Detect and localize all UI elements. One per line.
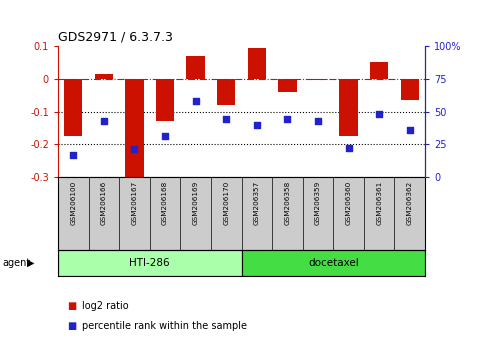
Text: GSM206168: GSM206168 [162,181,168,225]
Point [130,147,138,152]
Bar [58,250,242,276]
Text: GSM206166: GSM206166 [101,181,107,225]
Text: GSM206357: GSM206357 [254,181,260,225]
Text: GSM206167: GSM206167 [131,181,138,225]
Text: ■: ■ [68,321,77,331]
Bar [156,79,174,121]
Text: GSM206170: GSM206170 [223,181,229,225]
Text: ■: ■ [68,301,77,311]
Text: percentile rank within the sample: percentile rank within the sample [82,321,247,331]
Bar [242,250,425,276]
Text: log2 ratio: log2 ratio [82,301,129,311]
Bar [125,79,143,179]
Text: ▶: ▶ [27,258,34,268]
Point [375,111,383,117]
Bar [217,79,235,105]
Point [314,118,322,124]
Text: docetaxel: docetaxel [308,258,359,268]
Bar [186,56,205,79]
Text: GSM206169: GSM206169 [193,181,199,225]
Point [345,145,353,151]
Point [222,116,230,122]
Point [284,116,291,122]
Bar [248,48,266,79]
Text: HTI-286: HTI-286 [129,258,170,268]
Text: agent: agent [2,258,30,268]
Text: GSM206359: GSM206359 [315,181,321,225]
Bar [340,79,358,136]
Bar [64,79,83,136]
Text: GSM206362: GSM206362 [407,181,413,225]
Text: GSM206100: GSM206100 [70,181,76,225]
Text: GSM206358: GSM206358 [284,181,290,225]
Bar [370,62,388,79]
Bar [309,79,327,80]
Bar [278,79,297,92]
Point [406,127,413,133]
Point [70,152,77,158]
Text: GSM206360: GSM206360 [345,181,352,225]
Point [161,133,169,139]
Text: GSM206361: GSM206361 [376,181,382,225]
Point [253,122,261,127]
Point [100,118,108,124]
Point [192,98,199,104]
Bar [400,79,419,100]
Text: GDS2971 / 6.3.7.3: GDS2971 / 6.3.7.3 [58,30,173,44]
Bar [95,74,113,79]
